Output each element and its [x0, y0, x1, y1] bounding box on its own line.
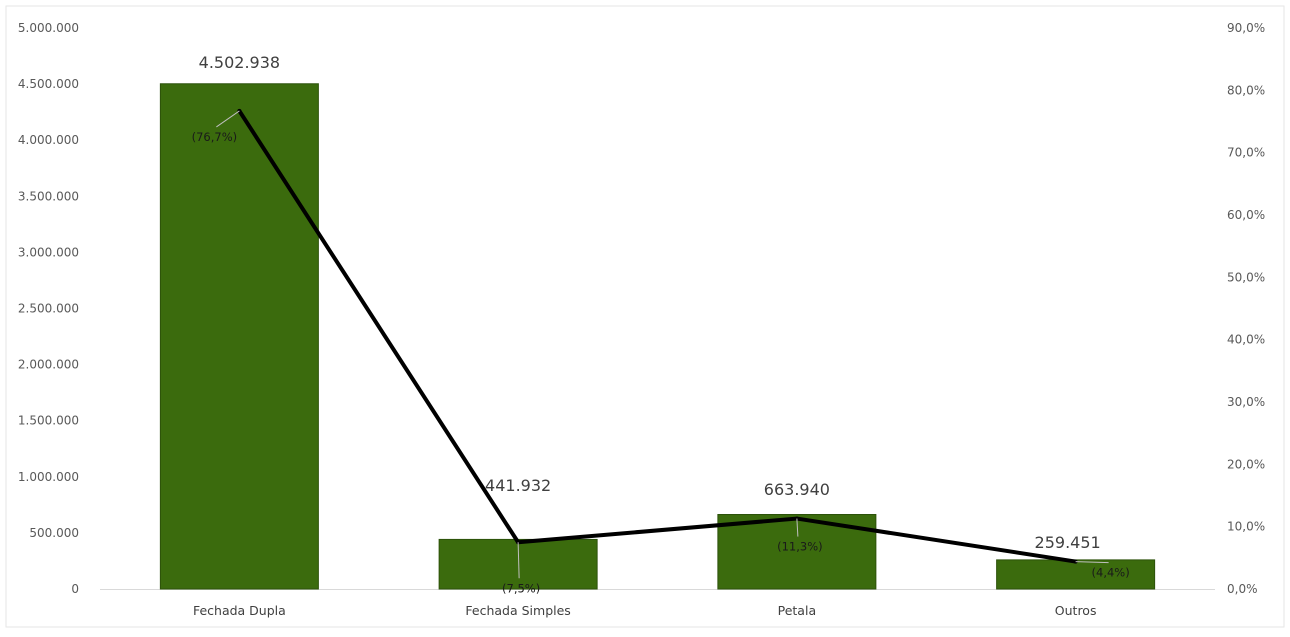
bar-value-label: 4.502.938 — [199, 53, 280, 72]
pct-leader-line — [796, 518, 799, 537]
y-tick-label: 2.500.000 — [18, 302, 79, 316]
pct-label: (11,3%) — [777, 540, 823, 554]
y2-tick-label: 10,0% — [1227, 520, 1265, 534]
category-label: Fechada Dupla — [193, 603, 286, 618]
y2-tick-label: 40,0% — [1227, 333, 1265, 347]
y-tick-label: 3.000.000 — [18, 245, 79, 259]
y-tick-label: 5.000.000 — [18, 21, 79, 35]
y-tick-label: 0 — [71, 582, 79, 596]
percentage-line — [237, 109, 1076, 564]
y2-tick-label: 60,0% — [1227, 208, 1265, 222]
y2-tick-label: 90,0% — [1227, 21, 1265, 35]
category-label: Fechada Simples — [465, 603, 570, 618]
bar-value-label: 441.932 — [485, 476, 551, 495]
pct-leader-line — [216, 110, 240, 128]
y-tick-label: 2.000.000 — [18, 358, 79, 372]
bar-value-label: 663.940 — [764, 480, 830, 499]
y2-tick-label: 0,0% — [1227, 582, 1258, 596]
pct-label: (7,5%) — [502, 581, 540, 595]
bar — [996, 559, 1156, 590]
pct-label: (4,4%) — [1092, 566, 1130, 580]
y-tick-label: 1.000.000 — [18, 470, 79, 484]
y-tick-label: 4.500.000 — [18, 77, 79, 91]
pct-leader-line — [517, 542, 520, 579]
category-label: Petala — [778, 603, 816, 618]
y2-tick-label: 30,0% — [1227, 395, 1265, 409]
pct-label: (76,7%) — [192, 130, 238, 144]
y2-tick-label: 70,0% — [1227, 146, 1265, 160]
y2-tick-label: 20,0% — [1227, 457, 1265, 471]
bar-value-label: 259.451 — [1035, 533, 1101, 552]
y-tick-label: 1.500.000 — [18, 414, 79, 428]
y2-tick-label: 80,0% — [1227, 83, 1265, 97]
y-tick-label: 4.000.000 — [18, 133, 79, 147]
category-label: Outros — [1055, 603, 1097, 618]
y2-tick-label: 50,0% — [1227, 270, 1265, 284]
y-tick-label: 500.000 — [29, 526, 79, 540]
bar — [159, 83, 319, 590]
y-tick-label: 3.500.000 — [18, 189, 79, 203]
pct-leader-line — [1075, 561, 1109, 564]
